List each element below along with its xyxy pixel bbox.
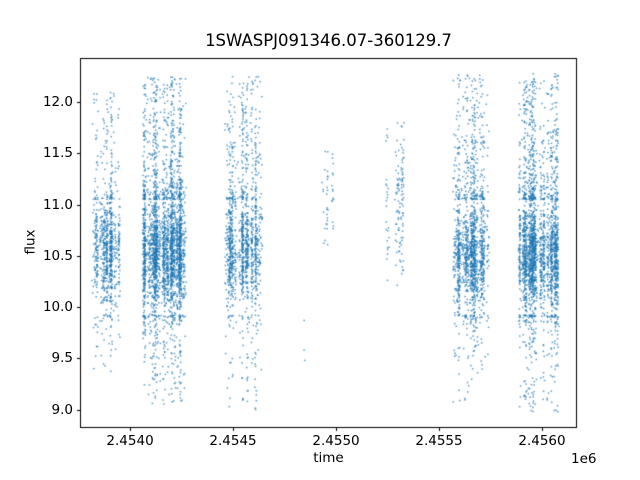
x-tick-label: 2.4550 xyxy=(312,433,360,449)
y-tick-label: 11.0 xyxy=(42,196,73,213)
y-tick-label: 10.5 xyxy=(42,247,73,264)
x-tick-label: 2.4545 xyxy=(209,433,257,449)
y-tick-label: 12.0 xyxy=(42,94,73,111)
y-tick-label: 9.5 xyxy=(51,350,73,367)
x-axis-offset-label: 1e6 xyxy=(571,451,597,467)
x-tick-label: 2.4555 xyxy=(415,433,463,449)
y-tick-label: 9.0 xyxy=(51,401,73,418)
x-axis-label: time xyxy=(313,450,344,466)
y-tick-label: 10.0 xyxy=(42,299,73,316)
x-tick-label: 2.4540 xyxy=(106,433,154,449)
x-tick-label: 2.4560 xyxy=(518,433,566,449)
chart-title: 1SWASPJ091346.07-360129.7 xyxy=(205,31,452,50)
y-tick-label: 11.5 xyxy=(42,145,73,162)
